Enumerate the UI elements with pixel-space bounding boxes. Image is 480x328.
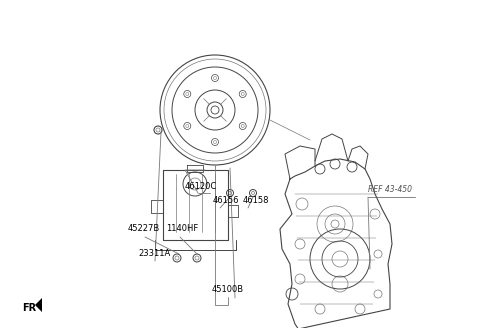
Text: FR: FR bbox=[22, 303, 36, 313]
Text: 1140HF: 1140HF bbox=[166, 224, 198, 233]
Text: 45100B: 45100B bbox=[212, 285, 244, 294]
Text: REF 43-450: REF 43-450 bbox=[368, 185, 412, 194]
Text: 46156: 46156 bbox=[213, 196, 240, 205]
Text: 45227B: 45227B bbox=[128, 224, 160, 233]
Text: 46120C: 46120C bbox=[185, 182, 217, 191]
Text: 23311A: 23311A bbox=[138, 249, 170, 258]
Text: 46158: 46158 bbox=[243, 196, 269, 205]
Polygon shape bbox=[35, 298, 42, 312]
